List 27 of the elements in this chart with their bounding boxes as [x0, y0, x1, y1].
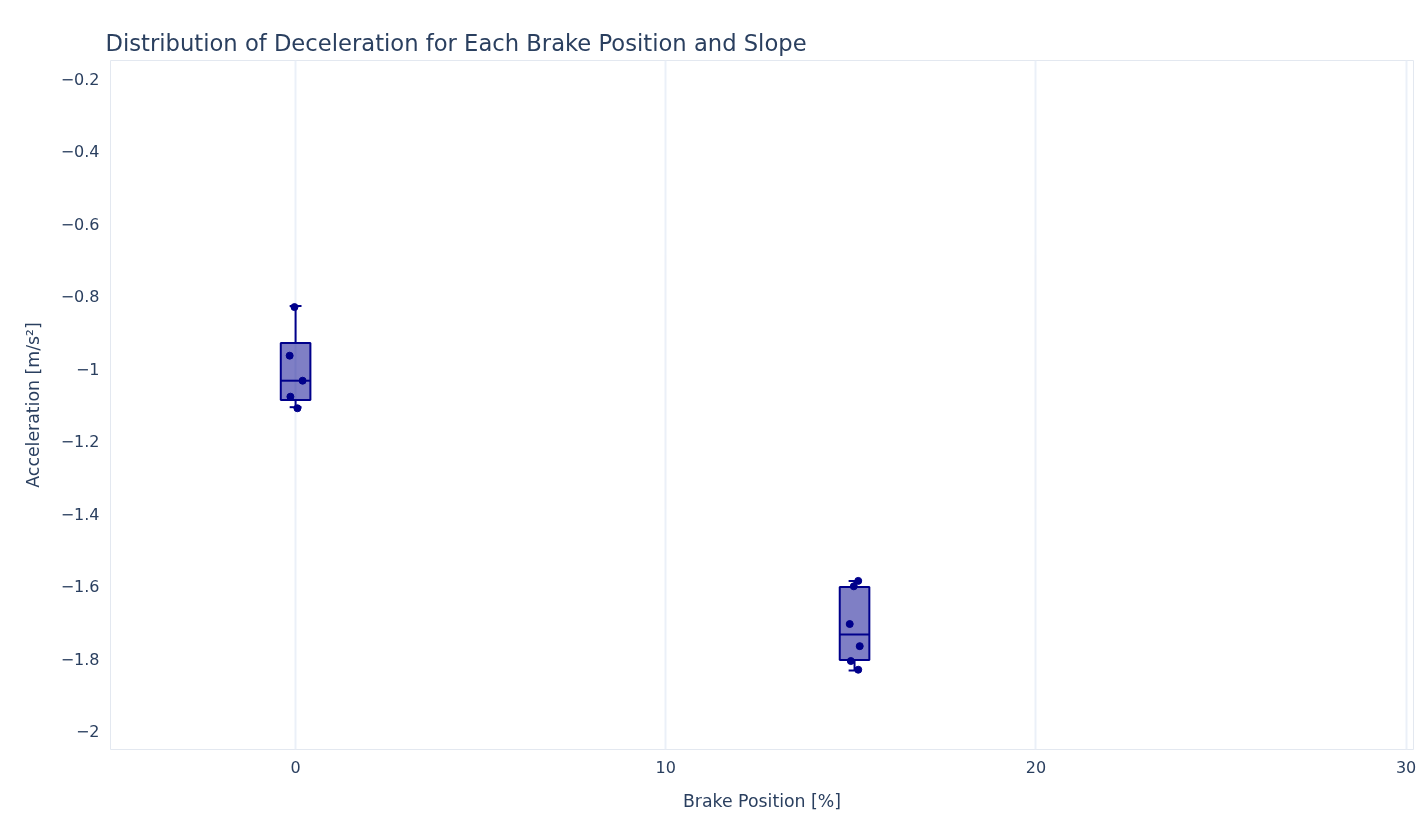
- y-tick-label: −1: [75, 359, 100, 379]
- y-axis-title: Acceleration [m/s²]: [22, 322, 43, 488]
- point: [854, 665, 863, 674]
- point: [855, 642, 864, 651]
- y-tick-label: −0.8: [60, 287, 100, 307]
- point: [290, 303, 299, 312]
- y-tick-label: −1.6: [60, 577, 100, 597]
- y-tick-label: −1.2: [60, 432, 100, 452]
- point: [849, 582, 858, 591]
- y-tick-label: −1.4: [60, 504, 100, 524]
- point: [854, 576, 863, 585]
- chart-title: Distribution of Deceleration for Each Brake Position and Slope: [105, 29, 807, 56]
- point: [298, 376, 307, 385]
- x-tick-label: 20: [1025, 757, 1047, 777]
- point: [285, 351, 294, 360]
- y-tick-label: −0.2: [60, 69, 100, 89]
- y-tick-label: −2: [75, 722, 100, 742]
- x-axis-title: Brake Position [%]: [682, 790, 842, 811]
- y-tick-label: −1.8: [60, 649, 100, 669]
- x-tick-label: 10: [655, 757, 676, 777]
- x-tick-label: 0: [290, 757, 301, 777]
- point: [845, 620, 854, 629]
- point: [293, 404, 302, 413]
- y-tick-label: −0.6: [60, 214, 100, 234]
- x-tick-label: 30: [1395, 757, 1417, 777]
- point: [846, 657, 855, 666]
- y-tick-label: −0.4: [60, 142, 100, 162]
